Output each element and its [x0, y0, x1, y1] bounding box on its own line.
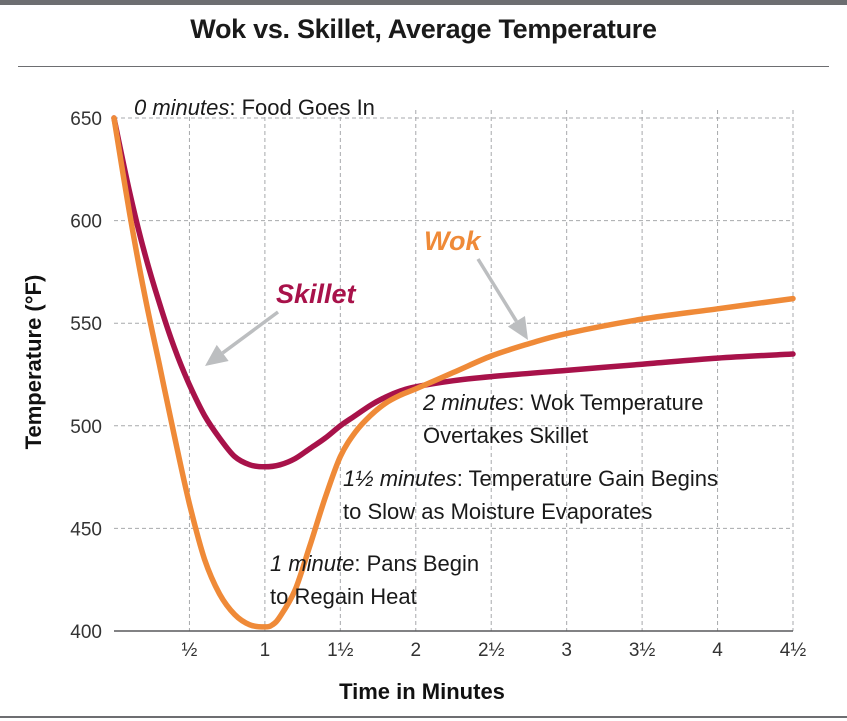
bottom-rule — [0, 716, 847, 718]
x-tick-label: 2½ — [478, 640, 505, 661]
series-line-wok — [111, 115, 796, 630]
top-rule — [0, 0, 847, 5]
x-axis-title: Time in Minutes — [339, 679, 505, 704]
annotation-3-line2: to Slow as Moisture Evaporates — [343, 499, 652, 524]
x-tick-label: 2 — [410, 640, 421, 661]
series-lines — [111, 115, 796, 630]
series-labels: Skillet Wok — [276, 226, 482, 309]
y-axis-title: Temperature (°F) — [21, 275, 46, 450]
x-axis-ticks: ½ 1 1½ 2 2½ 3 3½ 4 4½ — [182, 640, 807, 661]
annotation-4: 2 minutes: Wok Temperature — [422, 390, 703, 415]
x-tick-label: 3½ — [629, 640, 656, 661]
y-tick-label: 400 — [70, 622, 102, 643]
series-line-skillet — [111, 115, 796, 470]
x-tick-label: 4½ — [780, 640, 807, 661]
title-rule — [18, 66, 829, 67]
x-tick-label: 1 — [260, 640, 271, 661]
annotation-1: 0 minutes: Food Goes In — [134, 95, 375, 120]
x-tick-label: 1½ — [327, 640, 354, 661]
series-label-skillet: Skillet — [276, 279, 357, 309]
y-tick-label: 500 — [70, 417, 102, 438]
chart-title: Wok vs. Skillet, Average Temperature — [190, 14, 657, 44]
annotation-4-line2: Overtakes Skillet — [423, 423, 588, 448]
y-tick-label: 550 — [70, 314, 102, 335]
wok-callout-arrow — [476, 258, 528, 340]
x-tick-label: ½ — [182, 640, 198, 661]
y-tick-label: 450 — [70, 519, 102, 540]
skillet-callout-arrow — [205, 310, 280, 366]
series-label-wok: Wok — [424, 226, 482, 256]
x-tick-label: 3 — [561, 640, 572, 661]
y-tick-label: 650 — [70, 109, 102, 130]
annotations: 0 minutes: Food Goes In 1 minute: Pans Be… — [134, 95, 718, 609]
annotation-2: 1 minute: Pans Begin — [270, 551, 479, 576]
x-tick-label: 4 — [712, 640, 723, 661]
y-tick-label: 600 — [70, 212, 102, 233]
y-axis-ticks: 400 450 500 550 600 650 — [70, 109, 102, 643]
callout-arrows — [205, 258, 528, 366]
annotation-2-line2: to Regain Heat — [270, 584, 417, 609]
annotation-3: 1½ minutes: Temperature Gain Begins — [343, 466, 718, 491]
